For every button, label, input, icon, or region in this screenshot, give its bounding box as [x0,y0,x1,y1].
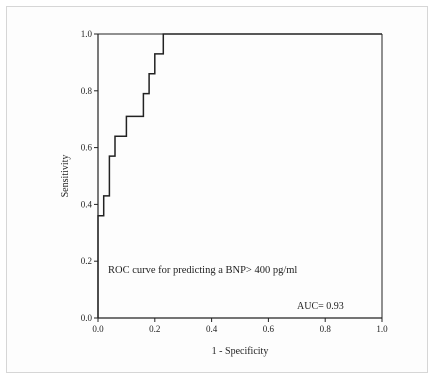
y-tick-label: 0.8 [81,86,93,96]
x-ticks: 0.0 0.2 0.4 0.6 0.8 1.0 [92,318,388,334]
y-tick-label: 0.0 [81,313,93,323]
x-tick-label: 0.0 [92,324,104,334]
y-tick-label: 0.4 [81,199,93,209]
y-ticks: 0.0 0.2 0.4 0.6 0.8 1.0 [81,29,98,323]
figure-frame [6,6,428,373]
y-tick-label: 0.2 [81,256,92,266]
curve-annotation: ROC curve for predicting a BNP> 400 pg/m… [108,265,297,276]
y-axis-title: Sensitivity [60,155,71,198]
x-tick-label: 0.6 [263,324,275,334]
y-tick-label: 0.6 [81,143,93,153]
roc-curve-line [97,33,382,318]
y-tick-label: 1.0 [81,29,93,39]
x-tick-label: 0.8 [320,324,332,334]
auc-annotation: AUC= 0.93 [297,301,344,312]
x-tick-label: 0.2 [149,324,160,334]
x-tick-label: 0.4 [206,324,218,334]
x-axis-title: 1 - Specificity [212,346,269,357]
x-tick-label: 1.0 [376,324,388,334]
